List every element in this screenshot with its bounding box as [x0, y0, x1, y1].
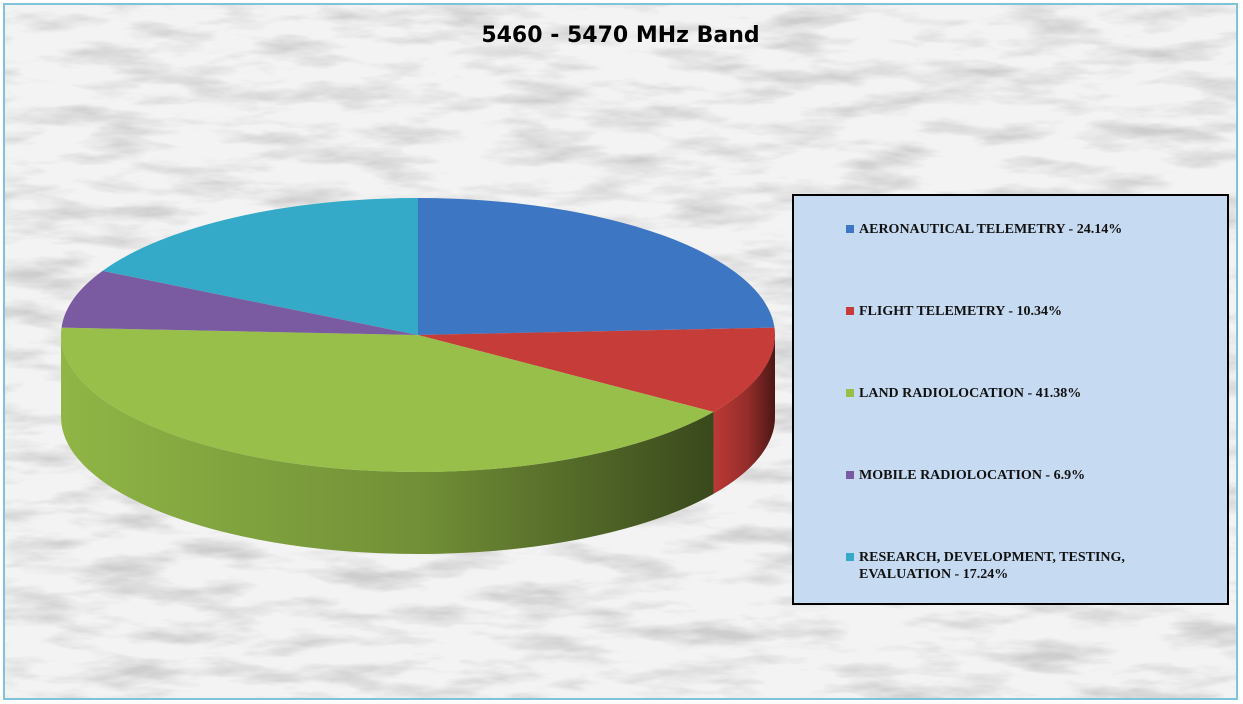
- legend-swatch: [846, 225, 854, 233]
- pie-slice-flight-telemetry: [418, 327, 775, 412]
- legend-label: FLIGHT TELEMETRY - 10.34%: [859, 304, 1063, 319]
- pie-side-shade: [61, 335, 714, 554]
- legend-label: RESEARCH, DEVELOPMENT, TESTING, EVALUATI…: [859, 550, 1125, 582]
- pie-chart: [60, 198, 775, 554]
- legend-label: MOBILE RADIOLOCATION - 6.9%: [859, 468, 1086, 483]
- legend-swatch: [846, 553, 854, 561]
- pie-side-shade: [713, 335, 775, 494]
- legend-item-mobile-radiolocation: MOBILE RADIOLOCATION - 6.9%: [846, 467, 1217, 484]
- pie-slice-aeronautical-telemetry: [418, 198, 775, 335]
- legend-label: AERONAUTICAL TELEMETRY - 24.14%: [859, 222, 1123, 237]
- legend-item-land-radiolocation: LAND RADIOLOCATION - 41.38%: [846, 385, 1217, 402]
- chart-frame: 5460 - 5470 MHz Band AERONAUTICAL TELEME…: [3, 3, 1238, 700]
- legend-swatch: [846, 471, 854, 479]
- legend: AERONAUTICAL TELEMETRY - 24.14% FLIGHT TE…: [792, 194, 1229, 605]
- pie-slice-land-radiolocation: [60, 327, 714, 472]
- pie-slices: [60, 198, 775, 472]
- legend-swatch: [846, 389, 854, 397]
- legend-label: LAND RADIOLOCATION - 41.38%: [859, 386, 1082, 401]
- legend-item-aeronautical-telemetry: AERONAUTICAL TELEMETRY - 24.14%: [846, 221, 1217, 238]
- pie-slice-research-development-testing-evaluation: [102, 198, 418, 335]
- legend-swatch: [846, 307, 854, 315]
- pie-slice-mobile-radiolocation: [61, 270, 419, 335]
- legend-item-flight-telemetry: FLIGHT TELEMETRY - 10.34%: [846, 303, 1217, 320]
- chart-title: 5460 - 5470 MHz Band: [481, 23, 760, 48]
- pie-sides: [61, 335, 775, 554]
- legend-item-research-development-testing-evaluation: RESEARCH, DEVELOPMENT, TESTING, EVALUATI…: [846, 549, 1217, 583]
